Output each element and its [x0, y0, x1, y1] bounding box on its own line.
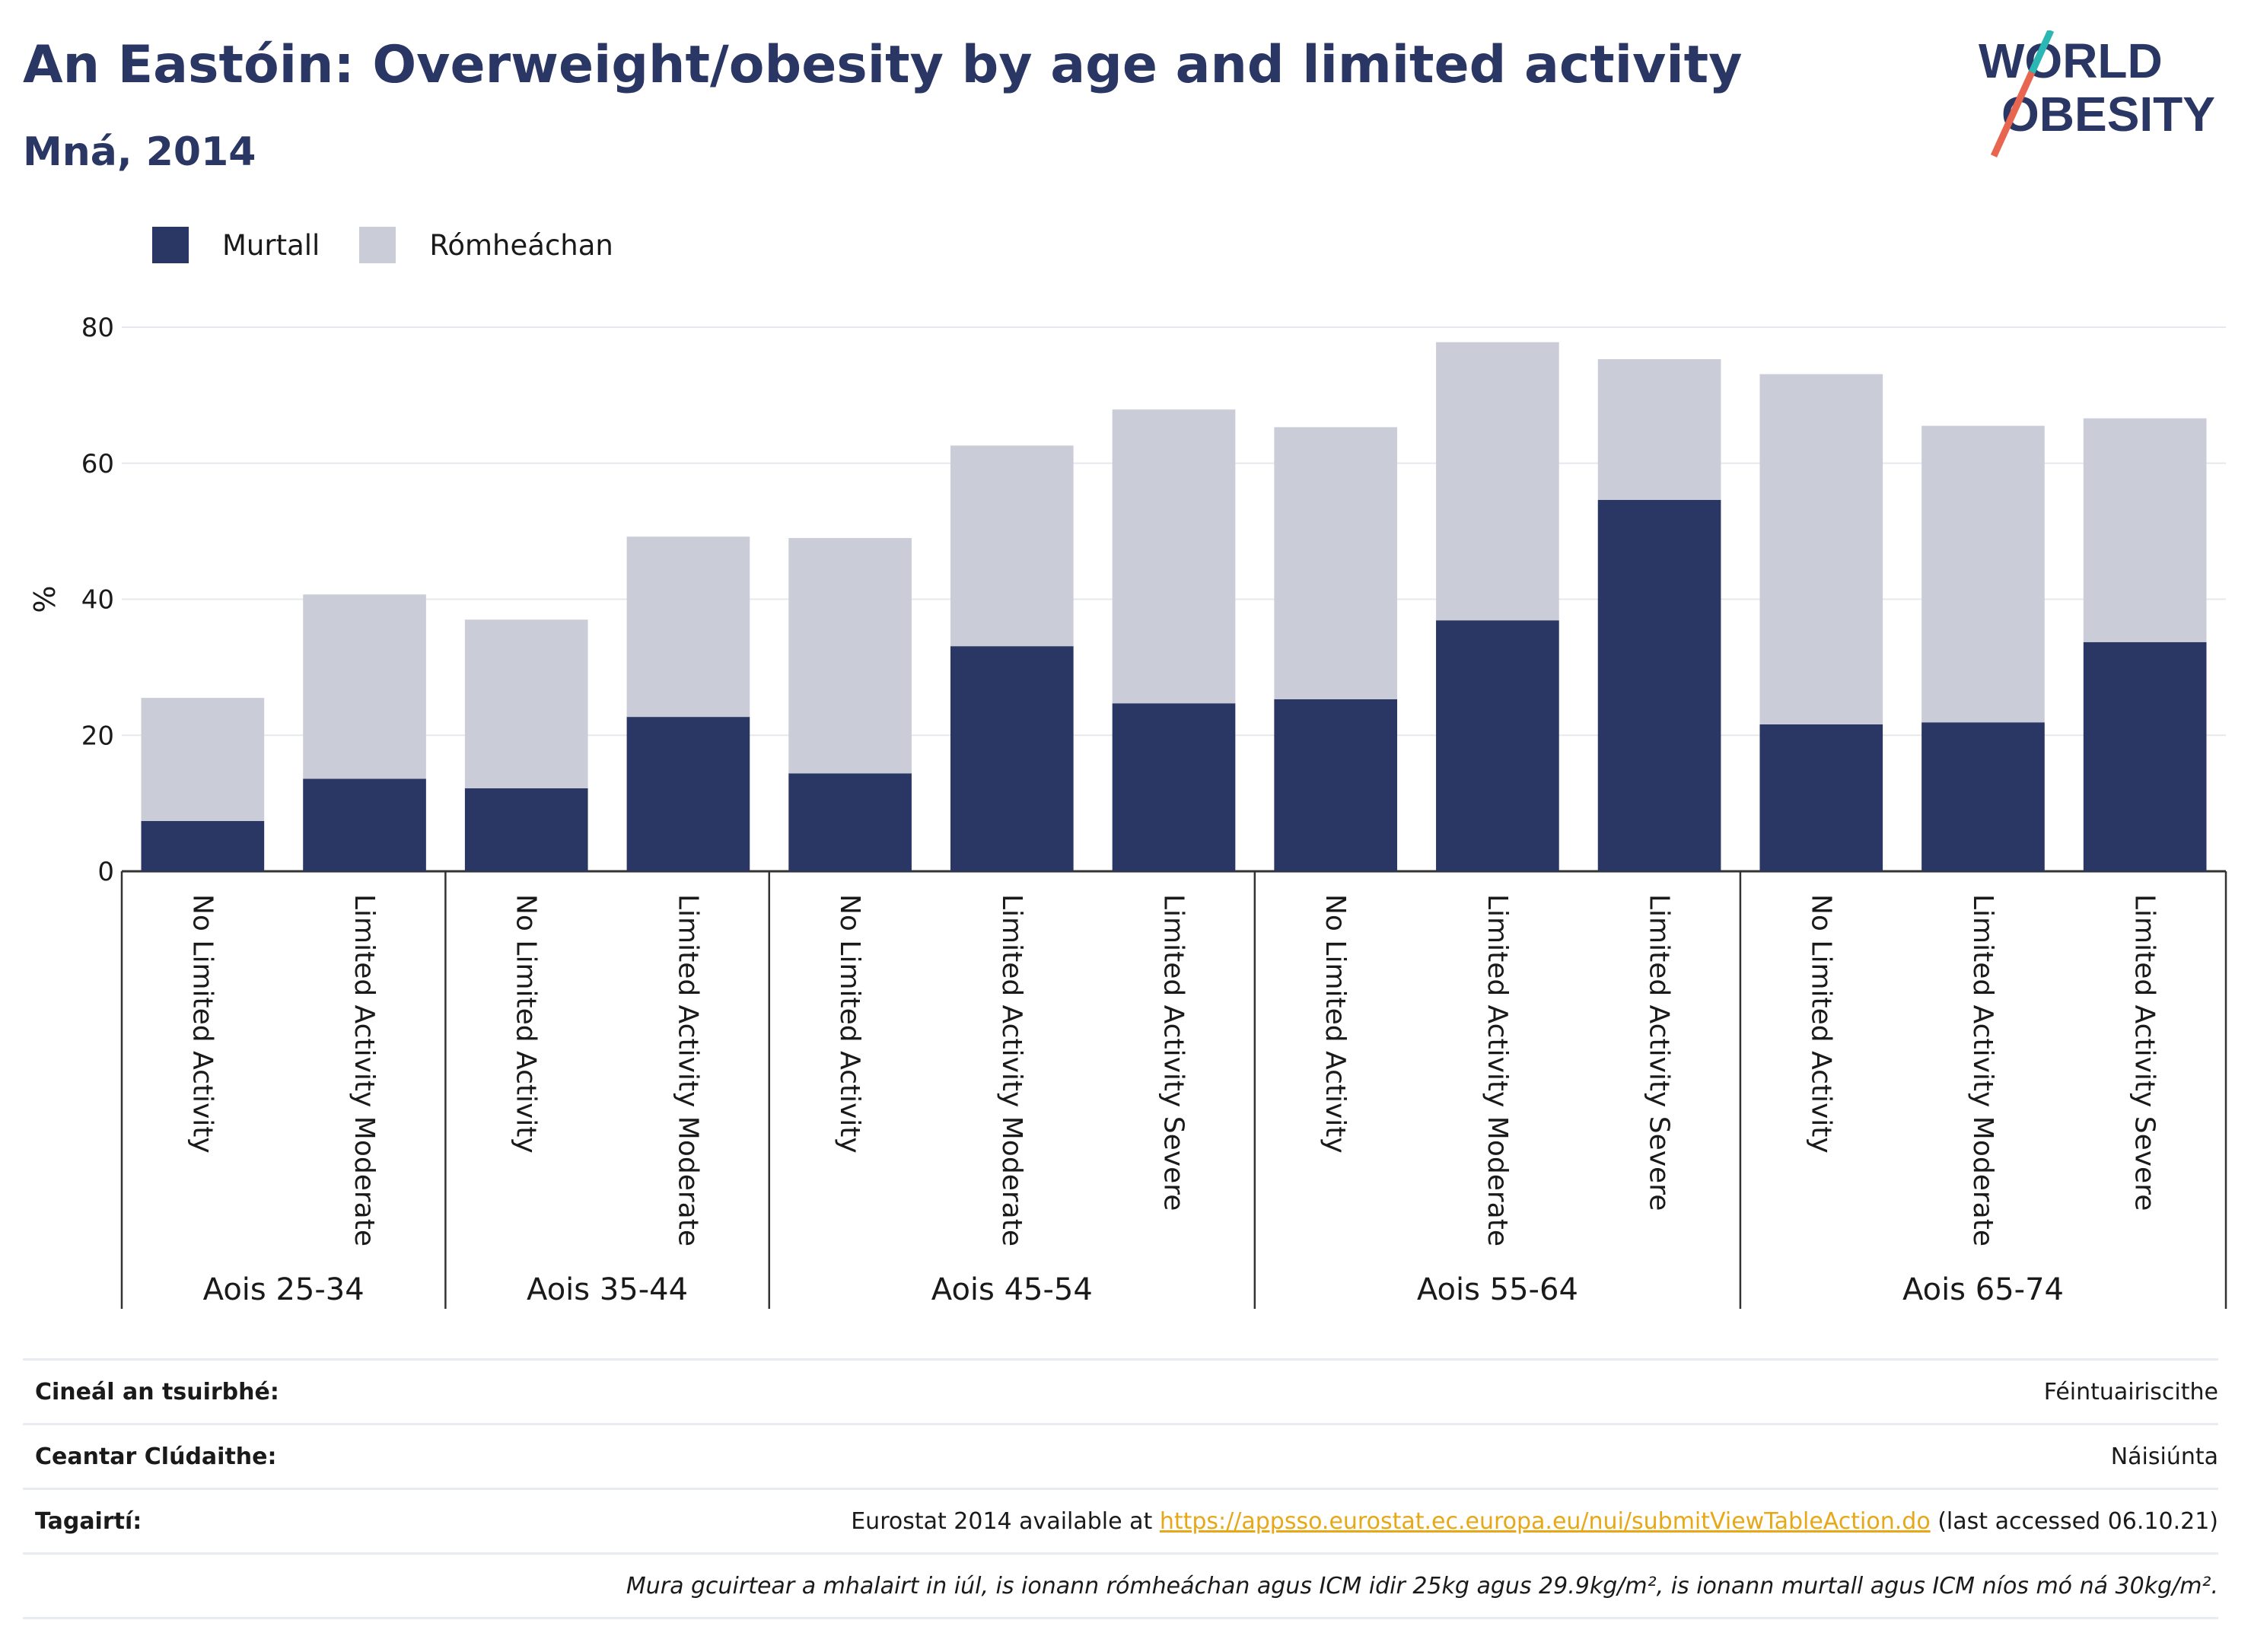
bar-murtall: [1921, 722, 2045, 871]
logo-line2: OBESITY: [2001, 87, 2215, 142]
legend-swatch-murtall: [152, 227, 189, 263]
bar-murtall: [1597, 500, 1721, 871]
info-value: Féintuairiscithe: [2043, 1378, 2218, 1405]
bar-murtall: [303, 778, 426, 871]
info-value: Náisiúnta: [2110, 1443, 2218, 1470]
reference-link[interactable]: https://appsso.eurostat.ec.europa.eu/nui…: [1159, 1507, 1931, 1535]
legend-item-murtall[interactable]: Murtall: [152, 227, 320, 263]
info-row-note: Mura gcuirtear a mhalairt in iúl, is ion…: [23, 1552, 2218, 1619]
x-group-label: Aois 25-34: [203, 1272, 365, 1307]
world-obesity-logo: WORLD OBESITY: [1979, 30, 2215, 158]
x-group-label: Aois 65-74: [1902, 1272, 2064, 1307]
y-tick-label: 80: [81, 313, 114, 343]
x-category-label: No Limited Activity: [186, 894, 218, 1154]
bar-romheachan: [141, 698, 265, 821]
bar-romheachan: [1274, 427, 1398, 699]
y-tick-label: 0: [97, 857, 114, 887]
bar-chart: 0 20 40 60 80% No Limited Activity Limited Act…: [28, 313, 2227, 1309]
bar-romheachan: [950, 445, 1074, 647]
y-tick-label: 20: [81, 721, 114, 751]
definition-note: Mura gcuirtear a mhalairt in iúl, is ion…: [626, 1572, 2218, 1599]
logo-line1: WORLD: [1979, 33, 2163, 88]
logo-stroke-teal: [2028, 30, 2055, 74]
x-category-label: Limited Activity Moderate: [996, 894, 1027, 1246]
info-table: Cineál an tsuirbhé: Féintuairiscithe Cea…: [23, 1358, 2218, 1619]
bar-murtall: [1436, 620, 1559, 871]
info-key: Tagairtí:: [35, 1507, 142, 1535]
legend-item-romheachan[interactable]: Rómheáchan: [359, 227, 613, 263]
x-category-label: Limited Activity Severe: [1644, 894, 1675, 1211]
bar-murtall: [788, 773, 912, 871]
x-category-label: No Limited Activity: [1805, 894, 1836, 1154]
x-group-label: Aois 35-44: [527, 1272, 688, 1307]
info-row-survey-type: Cineál an tsuirbhé: Féintuairiscithe: [23, 1358, 2218, 1423]
x-group-label: Aois 55-64: [1417, 1272, 1578, 1307]
chart-title: An Eastóin: Overweight/obesity by age an…: [23, 35, 1743, 95]
legend-swatch-romheachan: [359, 227, 396, 263]
reference-prefix: Eurostat 2014 available at: [851, 1507, 1160, 1535]
bar-romheachan: [626, 536, 750, 718]
x-category-label: Limited Activity Severe: [2129, 894, 2160, 1211]
y-tick-label: 60: [81, 449, 114, 479]
x-category-label: No Limited Activity: [1320, 894, 1351, 1154]
bar-murtall: [464, 788, 588, 871]
bar-romheachan: [788, 538, 912, 774]
y-tick-label: 40: [81, 585, 114, 616]
info-row-coverage: Ceantar Clúdaithe: Náisiúnta: [23, 1423, 2218, 1488]
bar-romheachan: [303, 594, 426, 779]
bar-murtall: [1112, 703, 1236, 871]
logo-stroke-coral: [1990, 71, 2036, 158]
bar-murtall: [1759, 724, 1883, 871]
bar-romheachan: [1759, 374, 1883, 724]
x-group-label: Aois 45-54: [931, 1272, 1093, 1307]
bar-romheachan: [2083, 418, 2207, 642]
x-category-label: Limited Activity Moderate: [1967, 894, 1998, 1246]
x-category-label: No Limited Activity: [511, 894, 542, 1154]
x-category-label: Limited Activity Moderate: [1482, 894, 1513, 1246]
x-category-label: Limited Activity Severe: [1158, 894, 1189, 1211]
bar-romheachan: [1112, 409, 1236, 704]
x-category-label: Limited Activity Moderate: [672, 894, 703, 1246]
legend: Murtall Rómheáchan: [152, 222, 653, 268]
legend-label-romheachan: Rómheáchan: [429, 228, 613, 262]
legend-label-murtall: Murtall: [222, 228, 320, 262]
info-value: Eurostat 2014 available at https://appss…: [851, 1508, 2218, 1535]
bar-murtall: [950, 646, 1074, 871]
chart-subtitle: Mná, 2014: [23, 129, 256, 175]
x-category-label: Limited Activity Moderate: [349, 894, 380, 1246]
y-axis-title: %: [28, 585, 62, 613]
reference-suffix: (last accessed 06.10.21): [1930, 1507, 2218, 1535]
bar-murtall: [626, 717, 750, 871]
x-category-label: No Limited Activity: [834, 894, 865, 1154]
bar-murtall: [1274, 699, 1398, 871]
bar-romheachan: [464, 619, 588, 788]
bar-romheachan: [1921, 425, 2045, 723]
bar-murtall: [2083, 641, 2207, 871]
info-key: Cineál an tsuirbhé:: [35, 1378, 279, 1405]
info-key: Ceantar Clúdaithe:: [35, 1443, 277, 1470]
bar-romheachan: [1597, 359, 1721, 501]
bar-murtall: [141, 820, 265, 871]
info-row-references: Tagairtí: Eurostat 2014 available at htt…: [23, 1488, 2218, 1552]
bar-romheachan: [1436, 342, 1559, 621]
